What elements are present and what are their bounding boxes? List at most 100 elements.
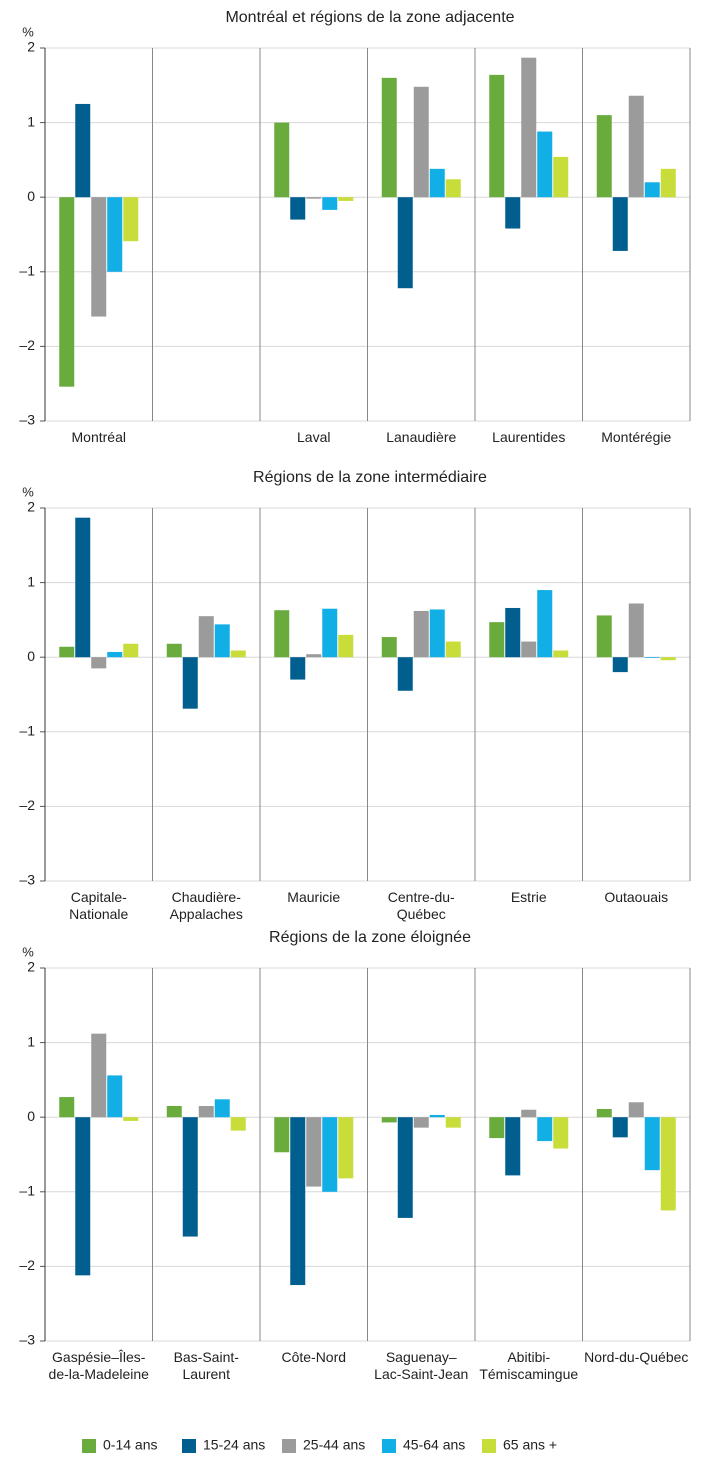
bar: [596, 1108, 612, 1118]
bar: [166, 643, 182, 658]
bar: [521, 57, 537, 198]
bar: [612, 657, 628, 673]
bar: [338, 634, 354, 658]
bar: [59, 1097, 75, 1118]
x-tick-label: Bas-Saint- Laurent: [173, 1349, 239, 1382]
chart-title: Montréal et régions de la zone adjacente: [225, 9, 514, 26]
x-tick-label: Lanaudière: [386, 429, 457, 445]
bar: [644, 182, 660, 198]
bar: [75, 1117, 91, 1276]
y-tick-label: –1: [19, 263, 35, 279]
bar: [290, 657, 306, 680]
bar: [397, 1117, 413, 1218]
x-tick-label: Côte-Nord: [281, 1349, 347, 1365]
bar: [660, 168, 676, 198]
bar: [91, 657, 107, 669]
bar: [322, 1117, 338, 1192]
legend-swatch: [182, 1439, 196, 1453]
bar: [429, 168, 445, 198]
legend-label: 0-14 ans: [103, 1437, 157, 1453]
bar: [397, 197, 413, 289]
bar: [306, 1117, 322, 1187]
bar: [521, 641, 537, 658]
bar: [322, 608, 338, 658]
bar: [537, 131, 553, 198]
legend-label: 65 ans +: [503, 1437, 557, 1453]
bar: [91, 197, 107, 317]
bar: [445, 179, 461, 198]
y-tick-label: –3: [19, 1332, 35, 1348]
y-tick-label: 2: [27, 959, 35, 975]
x-tick-label: Mauricie: [287, 889, 341, 905]
x-tick-label: Laval: [297, 429, 331, 445]
bar: [214, 624, 230, 658]
legend-label: 25-44 ans: [303, 1437, 365, 1453]
chart-title: Régions de la zone éloignée: [269, 929, 471, 946]
bar: [107, 651, 123, 658]
bar: [274, 1117, 290, 1153]
y-tick-label: –1: [19, 723, 35, 739]
bar: [612, 1117, 628, 1138]
chart-title: Régions de la zone intermédiaire: [253, 469, 487, 486]
legend-label: 15-24 ans: [203, 1437, 265, 1453]
bar: [553, 650, 569, 658]
bar: [413, 1117, 429, 1128]
bar: [489, 1117, 505, 1139]
y-tick-label: –2: [19, 1257, 35, 1273]
bar: [75, 517, 91, 658]
bar: [445, 641, 461, 658]
bar: [338, 197, 354, 201]
bar: [306, 197, 322, 199]
bar: [123, 643, 139, 658]
bar: [660, 1117, 676, 1211]
x-tick-label: Chaudière- Appalaches: [169, 889, 243, 922]
y-tick-label: 1: [27, 573, 35, 589]
x-tick-label: Abitibi- Témiscamingue: [479, 1349, 579, 1382]
bar: [445, 1117, 461, 1128]
y-axis-label: %: [22, 944, 34, 959]
bar: [230, 650, 246, 658]
bar: [198, 616, 214, 658]
bar: [107, 1075, 123, 1118]
bar: [306, 654, 322, 658]
y-tick-label: –1: [19, 1183, 35, 1199]
bar: [660, 657, 676, 661]
legend-swatch: [282, 1439, 296, 1453]
bar: [596, 615, 612, 658]
legend-label: 45-64 ans: [403, 1437, 465, 1453]
y-axis-label: %: [22, 484, 34, 499]
x-tick-label: Gaspésie–Îles- de-la-Madeleine: [48, 1349, 149, 1382]
bar: [166, 1106, 182, 1118]
bar: [413, 610, 429, 658]
bar: [612, 197, 628, 251]
bar: [628, 1102, 644, 1118]
bar: [537, 590, 553, 658]
bar: [75, 103, 91, 198]
y-tick-label: 0: [27, 648, 35, 664]
x-tick-label: Saguenay– Lac-Saint-Jean: [374, 1349, 469, 1382]
bar: [489, 74, 505, 198]
bar: [274, 610, 290, 658]
bar: [182, 657, 198, 709]
legend-swatch: [482, 1439, 496, 1453]
x-tick-label: Centre-du- Québec: [387, 889, 455, 922]
y-tick-label: –2: [19, 337, 35, 353]
bar: [553, 156, 569, 198]
bar: [596, 115, 612, 198]
bar: [505, 607, 521, 658]
x-tick-label: Outaouais: [604, 889, 669, 905]
bar: [290, 1117, 306, 1286]
bar: [429, 609, 445, 658]
y-tick-label: 0: [27, 1108, 35, 1124]
bar: [381, 77, 397, 198]
bar: [381, 1117, 397, 1123]
bar: [505, 197, 521, 229]
bar: [537, 1117, 553, 1142]
bar: [628, 95, 644, 198]
bar: [198, 1106, 214, 1118]
bar: [230, 1117, 246, 1131]
bar: [381, 637, 397, 658]
bar: [182, 1117, 198, 1237]
bar: [338, 1117, 354, 1179]
